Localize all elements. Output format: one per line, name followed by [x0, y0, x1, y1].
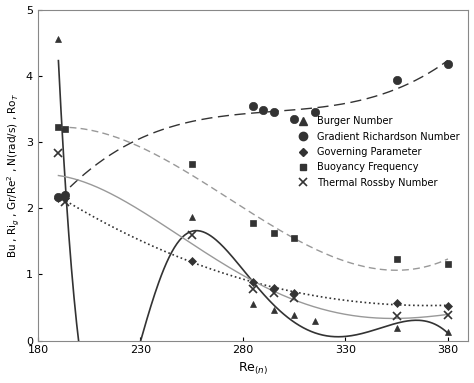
Y-axis label: Bu , Ri$_g$ , Gr/Re$^2$ , N(rad/s) , Ro$_T$: Bu , Ri$_g$ , Gr/Re$^2$ , N(rad/s) , Ro$…: [6, 92, 22, 258]
X-axis label: Re$_{(n)}$: Re$_{(n)}$: [238, 361, 268, 377]
Legend: Burger Number, Gradient Richardson Number, Governing Parameter, Buoyancy Frequen: Burger Number, Gradient Richardson Numbe…: [290, 112, 464, 192]
